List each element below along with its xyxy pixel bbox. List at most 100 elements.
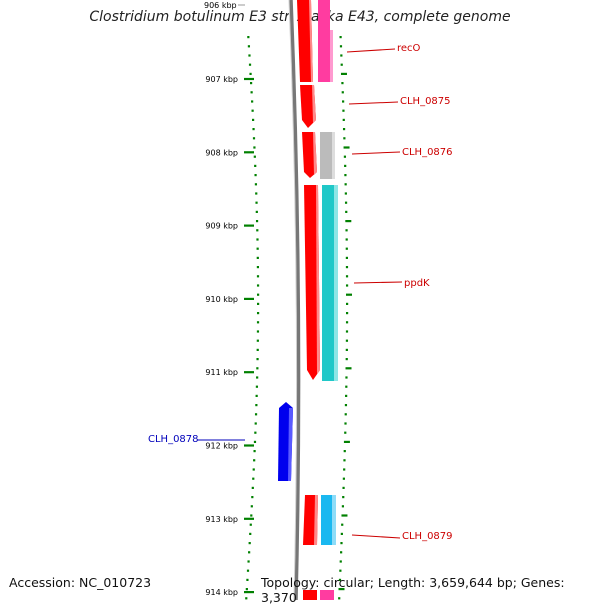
gc-dot-inner xyxy=(254,164,257,167)
gene-CLH_0875[interactable]: CLH_0875 xyxy=(300,85,451,128)
gc-dot-outer xyxy=(340,542,343,545)
gc-dot-inner xyxy=(254,413,258,416)
gc-dot-inner xyxy=(256,256,259,259)
gc-dot-outer xyxy=(338,588,345,591)
gc-content-track xyxy=(245,36,352,600)
gene-recO[interactable]: recO xyxy=(297,0,421,82)
gc-dot-outer xyxy=(345,358,348,361)
gc-dot-outer xyxy=(344,404,348,407)
gene-highlight xyxy=(288,408,293,481)
gc-dot-outer xyxy=(342,477,345,480)
gc-dot-inner xyxy=(256,302,260,305)
gc-dot-inner xyxy=(256,238,259,241)
gc-dot-inner xyxy=(251,100,254,103)
function-bar-partial xyxy=(320,590,334,600)
genome-summary-text: Topology: circular; Length: 3,659,644 bp… xyxy=(261,575,565,605)
gc-dot-outer xyxy=(344,201,348,204)
gc-dot-outer xyxy=(345,220,352,223)
gc-dot-outer xyxy=(344,431,347,434)
gc-dot-outer xyxy=(342,496,345,499)
gc-dot-inner xyxy=(256,229,259,232)
gene-leader xyxy=(351,151,401,155)
gene-label-CLH_0876[interactable]: CLH_0876 xyxy=(402,147,453,158)
gc-dot-outer xyxy=(343,459,346,462)
gc-dot-inner xyxy=(249,532,252,535)
gc-dot-outer xyxy=(339,45,343,48)
ruler-tick-label: 912 kbp xyxy=(205,442,238,451)
gc-dot-inner xyxy=(252,128,255,131)
gc-dot-inner xyxy=(251,118,255,121)
gene-leader xyxy=(348,101,399,105)
function-highlight xyxy=(332,132,335,179)
gc-dot-outer xyxy=(341,82,344,85)
gc-dot-inner xyxy=(256,321,260,324)
gc-dot-inner xyxy=(255,404,258,407)
gc-dot-inner xyxy=(253,459,256,462)
gc-dot-inner xyxy=(245,597,248,600)
gc-dot-outer xyxy=(345,385,348,388)
gc-dot-inner xyxy=(246,569,250,572)
gc-dot-inner xyxy=(251,486,254,489)
ruler-tick-label: 907 kbp xyxy=(205,75,238,84)
gene-leader xyxy=(346,48,396,53)
gc-dot-outer xyxy=(345,229,348,232)
function-bar-upper xyxy=(318,0,330,30)
gc-dot-outer xyxy=(343,146,350,149)
gene-CLH_0876[interactable]: CLH_0876 xyxy=(302,132,453,179)
gc-dot-inner xyxy=(256,367,259,370)
gc-dot-outer xyxy=(343,137,346,140)
gc-dot-inner xyxy=(250,91,253,94)
gc-dot-outer xyxy=(341,523,344,526)
gc-dot-inner xyxy=(248,551,251,554)
gc-dot-outer xyxy=(345,321,349,324)
gene-label-ppdK[interactable]: ppdK xyxy=(404,278,430,289)
gc-dot-outer xyxy=(340,63,343,66)
gc-dot-inner xyxy=(256,284,260,287)
gene-arrow[interactable] xyxy=(297,0,313,82)
gene-CLH_0878[interactable]: CLH_0878 xyxy=(148,402,293,481)
gene-arrow[interactable] xyxy=(304,185,320,380)
gc-dot-outer xyxy=(344,174,347,177)
gc-dot-inner xyxy=(245,588,248,591)
gc-dot-inner xyxy=(253,155,256,158)
gc-dot-inner xyxy=(254,422,257,425)
gene-highlight xyxy=(309,0,313,82)
gc-dot-inner xyxy=(246,578,249,581)
function-highlight xyxy=(334,185,338,381)
gene-ppdK[interactable]: ppdK xyxy=(304,185,430,381)
gc-dot-outer xyxy=(343,440,350,443)
function-bar xyxy=(320,132,335,179)
ruler-tick-label: 914 kbp xyxy=(205,588,238,597)
gc-dot-outer xyxy=(345,394,348,397)
ruler-ticks: 907 kbp 908 kbp 909 kbp 910 kbp 911 kbp 912 k… xyxy=(205,75,254,597)
gc-dot-inner xyxy=(256,348,259,351)
gc-dot-outer xyxy=(344,164,347,167)
gc-dot-outer xyxy=(345,266,349,269)
gc-dot-outer xyxy=(345,293,352,296)
gene-CLH_0879[interactable]: CLH_0879 xyxy=(303,495,453,545)
gene-arrow[interactable] xyxy=(300,85,316,128)
gene-highlight xyxy=(312,85,316,123)
gene-label-CLH_0878[interactable]: CLH_0878 xyxy=(148,434,199,445)
gc-dot-outer xyxy=(342,109,345,112)
gc-dot-inner xyxy=(256,339,259,342)
gc-dot-outer xyxy=(345,247,348,250)
ruler-tick-label: 911 kbp xyxy=(205,368,238,377)
gene-highlight xyxy=(316,185,320,374)
gc-dot-outer xyxy=(340,532,343,535)
gene-leader xyxy=(351,534,401,539)
gc-dot-outer xyxy=(344,192,347,195)
gc-dot-outer xyxy=(343,155,347,158)
gene-arrow[interactable] xyxy=(302,132,317,178)
gc-dot-inner xyxy=(254,431,257,434)
gene-partial-bottom xyxy=(303,590,334,600)
gene-label-recO[interactable]: recO xyxy=(397,43,421,54)
gc-dot-inner xyxy=(250,505,253,508)
gc-dot-outer xyxy=(345,348,348,351)
gene-label-CLH_0875[interactable]: CLH_0875 xyxy=(400,96,451,107)
gene-label-CLH_0879[interactable]: CLH_0879 xyxy=(402,531,453,542)
genome-backbone-shadow xyxy=(288,0,298,600)
gc-dot-inner xyxy=(255,201,258,204)
gc-dot-outer xyxy=(340,54,343,57)
